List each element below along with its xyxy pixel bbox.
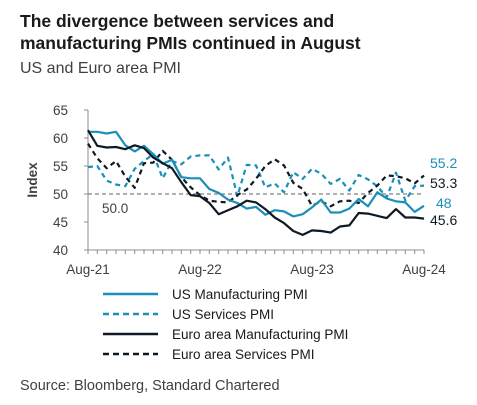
legend-label: US Services PMI bbox=[172, 307, 274, 322]
chart-legend: US Manufacturing PMI US Services PMI Euro … bbox=[103, 287, 348, 362]
y-tick-label: 40 bbox=[53, 243, 68, 258]
y-tick-label: 55 bbox=[53, 159, 68, 174]
chart-title: The divergence between services and manu… bbox=[20, 11, 361, 53]
end-label: 53.3 bbox=[430, 175, 457, 191]
y-tick-label: 45 bbox=[53, 215, 68, 230]
legend-label: Euro area Manufacturing PMI bbox=[172, 327, 348, 342]
series-line-us-manufacturing-pmi bbox=[88, 130, 425, 218]
y-tick-label: 60 bbox=[53, 131, 68, 146]
x-tick-label: Aug-21 bbox=[66, 262, 110, 277]
legend-label: US Manufacturing PMI bbox=[172, 287, 308, 302]
y-tick-label: 50 bbox=[53, 187, 68, 202]
series-line-euro-area-services-pmi bbox=[87, 143, 425, 208]
y-tick-label: 65 bbox=[53, 103, 68, 118]
end-label: 55.2 bbox=[430, 155, 457, 171]
source-note: Source: Bloomberg, Standard Chartered bbox=[20, 378, 280, 394]
end-label: 45.6 bbox=[430, 212, 457, 228]
reference-line-label: 50.0 bbox=[102, 201, 128, 216]
x-tick-label: Aug-22 bbox=[178, 262, 222, 277]
chart-end-labels: 48 55.2 45.6 53.3 bbox=[430, 155, 457, 228]
chart-subtitle: US and Euro area PMI bbox=[20, 60, 181, 77]
legend-label: Euro area Services PMI bbox=[172, 347, 315, 362]
x-tick-label: Aug-24 bbox=[402, 262, 446, 277]
chart-axes: 40 45 50 55 60 65 Index Aug-21 Aug-22 Aug-23 Aug-2… bbox=[25, 103, 446, 277]
y-axis-title: Index bbox=[25, 162, 40, 198]
chart-series bbox=[87, 129, 425, 236]
end-label: 48 bbox=[436, 195, 452, 211]
x-tick-label: Aug-23 bbox=[290, 262, 334, 277]
series-line-us-services-pmi bbox=[87, 153, 425, 202]
series-line-euro-area-manufacturing-pmi bbox=[87, 129, 425, 236]
